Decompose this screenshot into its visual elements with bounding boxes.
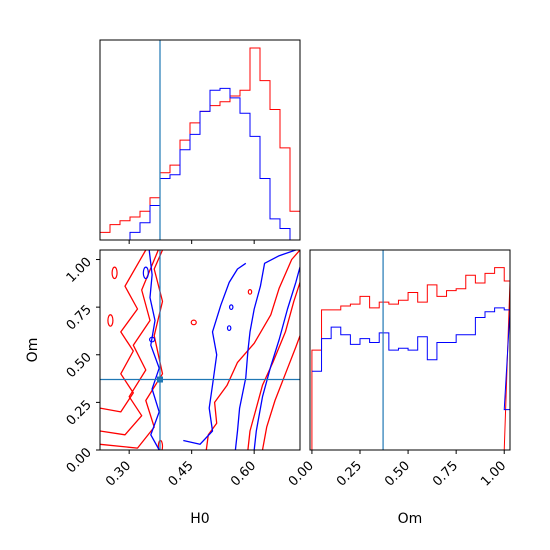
om-hist-frame [309,249,511,451]
contour-lines [100,250,300,450]
truth-marker [157,376,163,383]
contour-x-tick-label-2: 0.60 [228,458,259,489]
contour-0-0 [100,250,147,413]
contour-y-tick-label-2: 0.50 [64,350,95,381]
om-x-tick-label-2: 0.50 [382,458,413,489]
contour-x-tick-label-0: 0.30 [103,458,134,489]
y-axis-label-om: Om [25,338,41,363]
contour-island-1-3 [226,325,232,331]
om-x-tick-label-3: 0.75 [430,458,461,489]
h0-marginal-histogram [99,39,301,244]
contour-island-1-0 [142,266,149,280]
om-hist-series-0 [311,267,511,451]
contour-1-0 [148,250,160,450]
om-x-tick-label-4: 1.00 [478,458,509,489]
x-axis-label-om: Om [398,511,423,527]
h0-om-contour-panel: 0.30 0.45 0.60 0.00 0.25 0.50 0.75 1.00 [64,249,301,490]
contour-x-tick-label-1: 0.45 [166,458,197,489]
contour-1-1 [183,262,247,445]
om-hist-series-1 [311,307,511,411]
contour-island-0-0 [111,266,118,280]
contour-0-4 [247,282,300,450]
h0-hist-frame [99,39,301,241]
h0-hist-series-1 [100,87,300,241]
x-axis-label-h0: H0 [190,511,209,527]
contour-0-1 [100,250,159,436]
contour-y-tick-label-4: 1.00 [64,255,95,286]
contour-y-tick-label-0: 0.00 [64,445,95,476]
om-x-tick-label-1: 0.25 [334,458,365,489]
contour-y-tick-label-1: 0.25 [64,398,95,429]
contour-1-3 [253,266,300,450]
contour-0-5 [261,335,300,450]
contour-island-0-2 [190,319,197,326]
contour-1-2 [234,250,297,450]
contour-island-0-3 [247,289,253,295]
contour-island-0-1 [107,314,114,327]
contour-island-1-1 [148,336,156,343]
contour-island-1-2 [228,304,234,311]
om-marginal-histogram: 0.00 0.25 0.50 0.75 1.00 [286,249,511,490]
om-x-tick-label-0: 0.00 [286,458,317,489]
contour-0-3 [205,250,300,450]
contour-y-tick-label-3: 0.75 [64,302,95,333]
contour-frame [99,249,301,451]
contour-0-2 [100,250,164,449]
